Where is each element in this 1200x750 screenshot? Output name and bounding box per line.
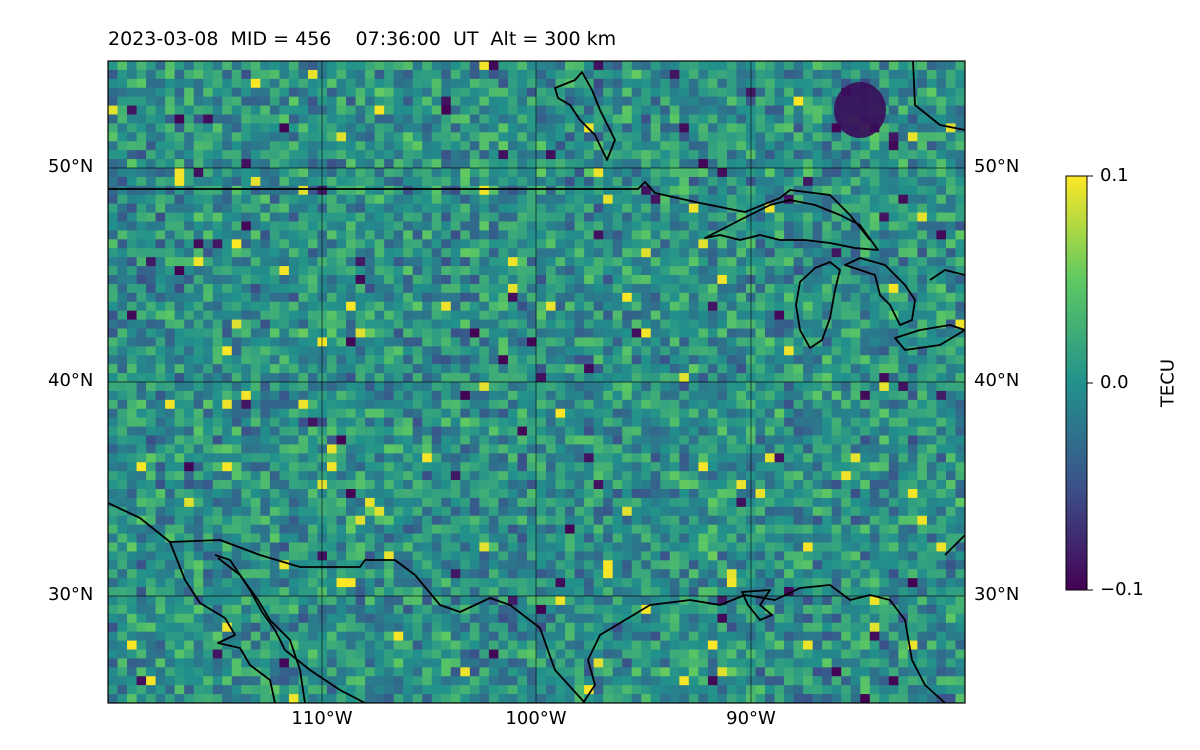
lake-michigan xyxy=(795,261,841,349)
florida-shore xyxy=(944,534,965,556)
colorbar-label-zero: 0.0 xyxy=(1100,372,1129,393)
pacific-coast xyxy=(108,502,276,703)
map-frame xyxy=(107,60,966,704)
lon-label-90w: 90°W xyxy=(726,708,776,729)
lat-label-30-right: 30°N xyxy=(974,584,1020,605)
lake-erie xyxy=(894,324,965,351)
map-title: 2023-03-08 MID = 456 07:36:00 UT Alt = 3… xyxy=(108,28,617,50)
lon-label-100w: 100°W xyxy=(505,708,567,729)
lake-winnipeg xyxy=(554,71,616,161)
lat-label-40-left: 40°N xyxy=(48,370,94,391)
lat-label-30-left: 30°N xyxy=(48,584,94,605)
colorbar-label-min: −0.1 xyxy=(1100,579,1144,600)
lake-ontario xyxy=(929,269,965,281)
lat-label-50-right: 50°N xyxy=(974,156,1020,177)
graticule xyxy=(108,61,965,703)
lon-label-110w: 110°W xyxy=(291,708,353,729)
us-canada-border xyxy=(108,181,871,241)
us-mexico-border xyxy=(169,539,586,703)
gulf-of-california xyxy=(214,554,366,703)
lake-superior xyxy=(704,199,879,251)
lat-label-50-left: 50°N xyxy=(48,156,94,177)
lat-label-40-right: 40°N xyxy=(974,370,1020,391)
tec-cells xyxy=(108,61,965,703)
colorbar-label-max: 0.1 xyxy=(1100,165,1129,186)
gulf-coast xyxy=(582,584,946,703)
coastlines xyxy=(108,61,965,703)
northeast-shore xyxy=(912,61,965,131)
mississippi-delta xyxy=(741,589,773,621)
colorbar-bar xyxy=(1065,175,1088,591)
lake-huron xyxy=(844,257,916,326)
colorbar-title: TECU xyxy=(1157,358,1179,408)
